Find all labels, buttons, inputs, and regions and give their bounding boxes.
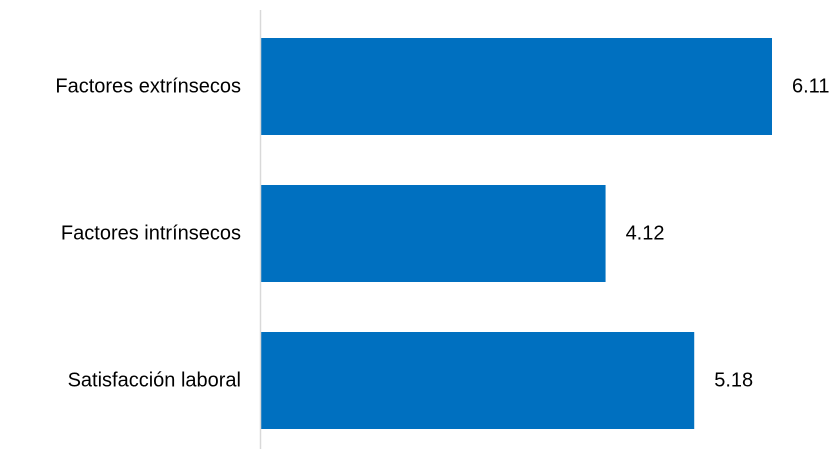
labels-layer: Factores extrínsecos 6.11 Factores intríns… (55, 76, 829, 392)
category-label-1: Factores intrínsecos (61, 223, 241, 245)
category-label-2: Satisfacción laboral (68, 370, 241, 392)
bars-layer (261, 38, 772, 429)
category-label-0: Factores extrínsecos (55, 76, 241, 98)
value-label-0: 6.11 (792, 76, 829, 98)
bar-1 (261, 185, 606, 282)
bar-0 (261, 38, 772, 135)
bar-2 (261, 332, 695, 429)
value-label-2: 5.18 (714, 370, 753, 392)
value-label-1: 4.12 (626, 223, 665, 245)
